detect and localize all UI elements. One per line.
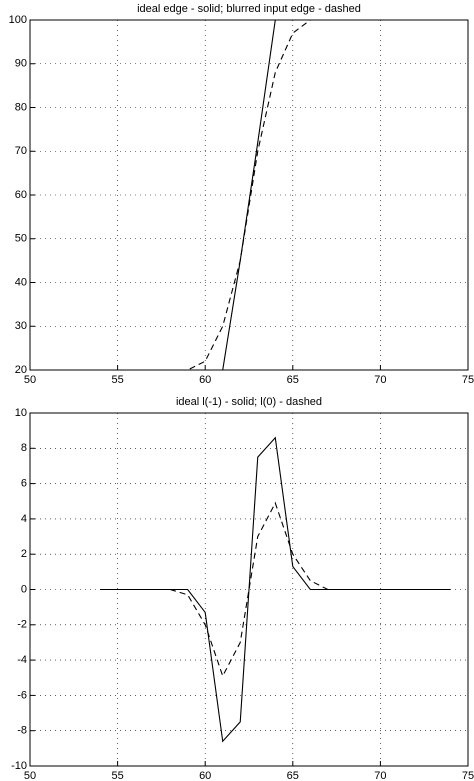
x-tick-label: 75 [462,374,474,386]
y-tick-label: 20 [15,364,27,376]
x-tick-label: 60 [199,770,211,781]
x-tick-label: 60 [199,374,211,386]
y-tick-label: 4 [21,513,27,525]
chart-title: ideal l(-1) - solid; l(0) - dashed [176,396,322,408]
chart-title: ideal edge - solid; blurred input edge -… [137,3,361,15]
y-tick-label: 6 [21,478,27,490]
y-tick-label: 2 [21,548,27,560]
data-line [30,19,468,371]
y-tick-label: 30 [15,320,27,332]
x-tick-label: 65 [287,374,299,386]
y-tick-label: -6 [17,689,27,701]
y-tick-label: 90 [15,58,27,70]
data-line [100,501,451,678]
x-tick-label: 70 [374,374,386,386]
plot-frame [29,412,469,767]
y-tick-label: 80 [15,101,27,113]
y-tick-label: 70 [15,145,27,157]
y-tick-label: 8 [21,442,27,454]
plot-frame [29,19,469,371]
y-tick-label: 100 [9,14,27,26]
y-tick-label: 50 [15,233,27,245]
y-tick-label: -4 [17,654,27,666]
y-tick-label: 60 [15,189,27,201]
x-tick-label: 75 [462,770,474,781]
y-tick-label: -8 [17,725,27,737]
y-tick-label: 0 [21,583,27,595]
x-tick-label: 50 [24,374,36,386]
y-tick-label: 10 [15,407,27,419]
x-tick-label: 65 [287,770,299,781]
x-tick-label: 50 [24,770,36,781]
y-tick-label: -10 [11,760,27,772]
data-line [100,436,451,743]
y-tick-label: 40 [15,276,27,288]
y-tick-label: -2 [17,619,27,631]
x-tick-label: 70 [374,770,386,781]
x-tick-label: 55 [111,770,123,781]
x-tick-label: 55 [111,374,123,386]
